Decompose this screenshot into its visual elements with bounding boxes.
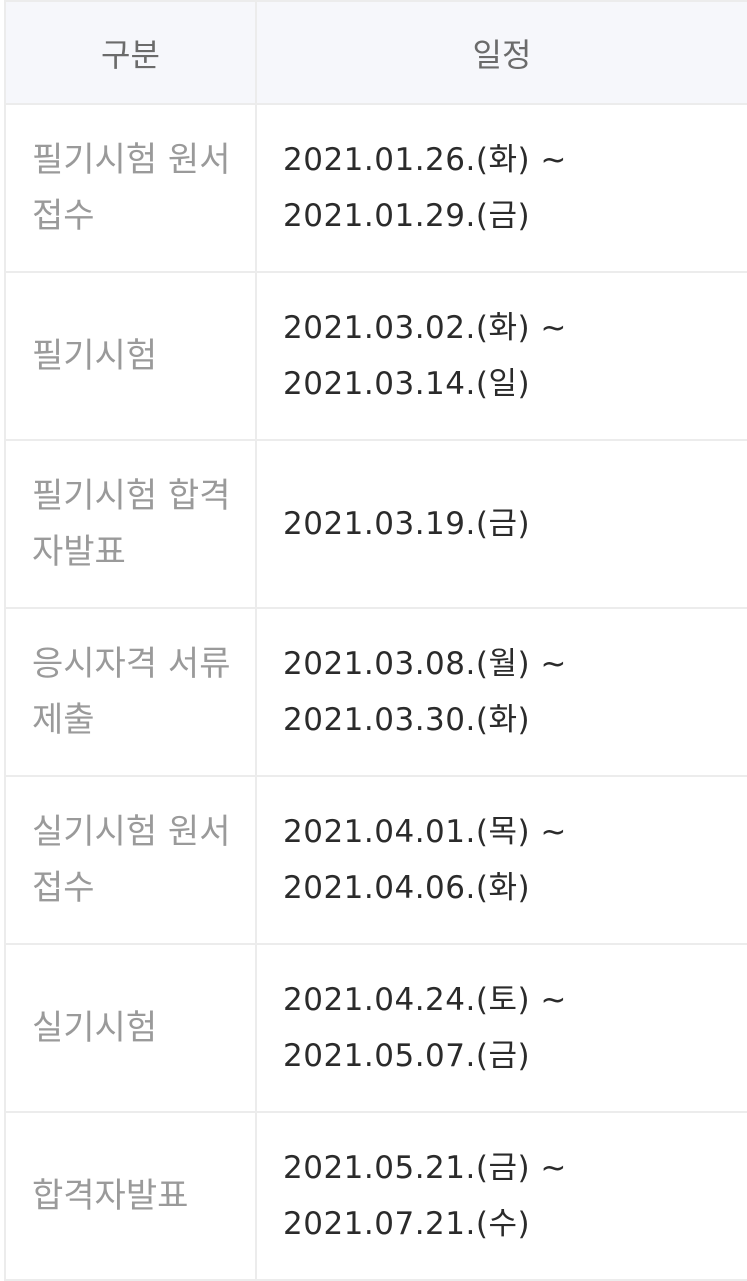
category-cell: 필기시험 xyxy=(4,271,257,441)
category-cell: 실기시험 원서 접수 xyxy=(4,775,257,945)
column-header-category: 구분 xyxy=(4,0,257,105)
schedule-cell: 2021.04.01.(목) ~ 2021.04.06.(화) xyxy=(255,775,747,945)
table-row: 응시자격 서류 제출 2021.03.08.(월) ~ 2021.03.30.(… xyxy=(4,607,747,777)
schedule-cell: 2021.03.08.(월) ~ 2021.03.30.(화) xyxy=(255,607,747,777)
category-cell: 필기시험 원서 접수 xyxy=(4,103,257,273)
category-cell: 실기시험 xyxy=(4,943,257,1113)
schedule-cell: 2021.04.24.(토) ~ 2021.05.07.(금) xyxy=(255,943,747,1113)
schedule-table: 구분 일정 필기시험 원서 접수 2021.01.26.(화) ~ 2021.0… xyxy=(4,0,747,1281)
table-row: 실기시험 원서 접수 2021.04.01.(목) ~ 2021.04.06.(… xyxy=(4,775,747,945)
schedule-cell: 2021.03.02.(화) ~ 2021.03.14.(일) xyxy=(255,271,747,441)
category-cell: 합격자발표 xyxy=(4,1111,257,1281)
table-row: 합격자발표 2021.05.21.(금) ~ 2021.07.21.(수) xyxy=(4,1111,747,1281)
schedule-cell: 2021.03.19.(금) xyxy=(255,439,747,609)
column-header-schedule: 일정 xyxy=(255,0,747,105)
schedule-cell: 2021.01.26.(화) ~ 2021.01.29.(금) xyxy=(255,103,747,273)
schedule-cell: 2021.05.21.(금) ~ 2021.07.21.(수) xyxy=(255,1111,747,1281)
category-cell: 필기시험 합격자발표 xyxy=(4,439,257,609)
table-row: 필기시험 합격자발표 2021.03.19.(금) xyxy=(4,439,747,609)
table-row: 필기시험 원서 접수 2021.01.26.(화) ~ 2021.01.29.(… xyxy=(4,103,747,273)
category-cell: 응시자격 서류 제출 xyxy=(4,607,257,777)
table-row: 필기시험 2021.03.02.(화) ~ 2021.03.14.(일) xyxy=(4,271,747,441)
table-row: 실기시험 2021.04.24.(토) ~ 2021.05.07.(금) xyxy=(4,943,747,1113)
header-row: 구분 일정 xyxy=(4,0,747,105)
